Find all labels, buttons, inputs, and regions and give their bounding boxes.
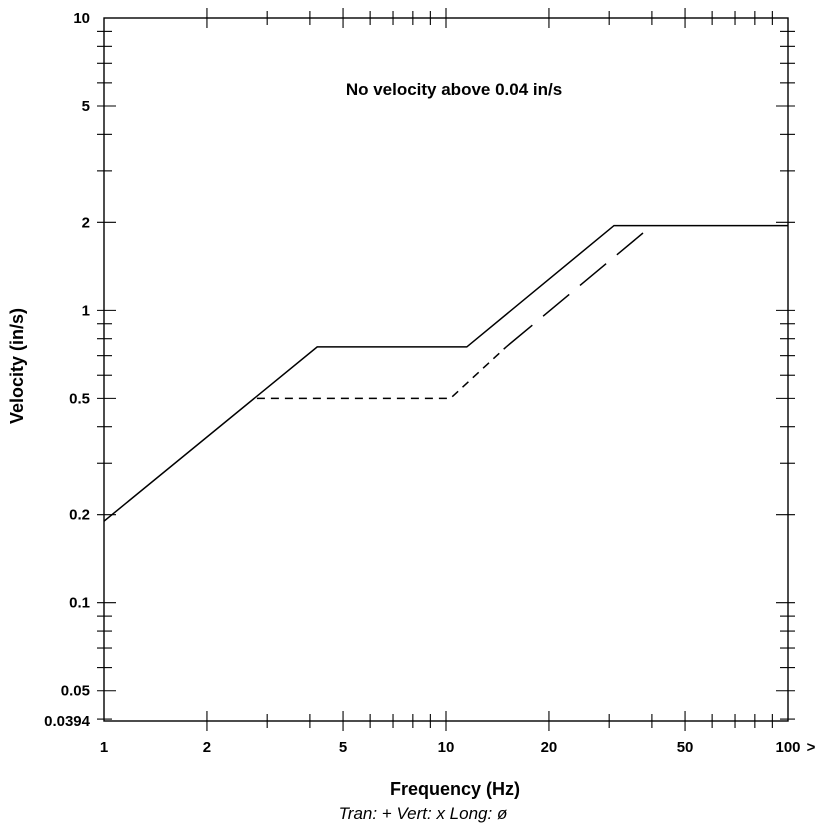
- y-axis-title: Velocity (in/s): [7, 308, 27, 424]
- x-tick-label: 100: [775, 739, 800, 756]
- y-tick-label: 10: [73, 10, 90, 27]
- plot-frame: [103, 17, 789, 722]
- y-tick-label: 1: [82, 302, 90, 319]
- x-tick-label: 5: [339, 739, 347, 756]
- x-tick-label: 20: [541, 739, 558, 756]
- x-axis-title: Frequency (Hz): [390, 779, 520, 799]
- x-tick-label: 10: [438, 739, 455, 756]
- y-tick-label: 0.05: [61, 683, 90, 700]
- chart-annotation: No velocity above 0.04 in/s: [346, 80, 562, 99]
- series-line-longdash: [505, 225, 653, 348]
- y-tick-label: 2: [82, 214, 90, 231]
- series-lines: [103, 224, 788, 522]
- axis-ticks: [97, 8, 795, 731]
- y-tick-label: 0.0394: [44, 713, 91, 730]
- series-line-shortdash: [256, 346, 507, 400]
- y-tick-label: 0.1: [69, 595, 90, 612]
- series-legend: Tran: + Vert: x Long: ø: [339, 804, 508, 823]
- x-tick-label: 50: [677, 739, 694, 756]
- y-tick-label: 0.2: [69, 507, 90, 524]
- series-line-solid: [103, 224, 788, 522]
- y-tick-label: 5: [82, 98, 90, 115]
- plot-border: [103, 17, 789, 722]
- y-tick-label: 0.5: [69, 390, 90, 407]
- x-tick-label: 2: [203, 739, 211, 756]
- x-axis-arrow: >: [807, 739, 816, 756]
- x-tick-label: 1: [100, 739, 108, 756]
- tick-labels: 1 2 5 10 20 50 100 0.0394 0.05 0.1 0.2 0.5 1 2 5 10: [44, 10, 800, 756]
